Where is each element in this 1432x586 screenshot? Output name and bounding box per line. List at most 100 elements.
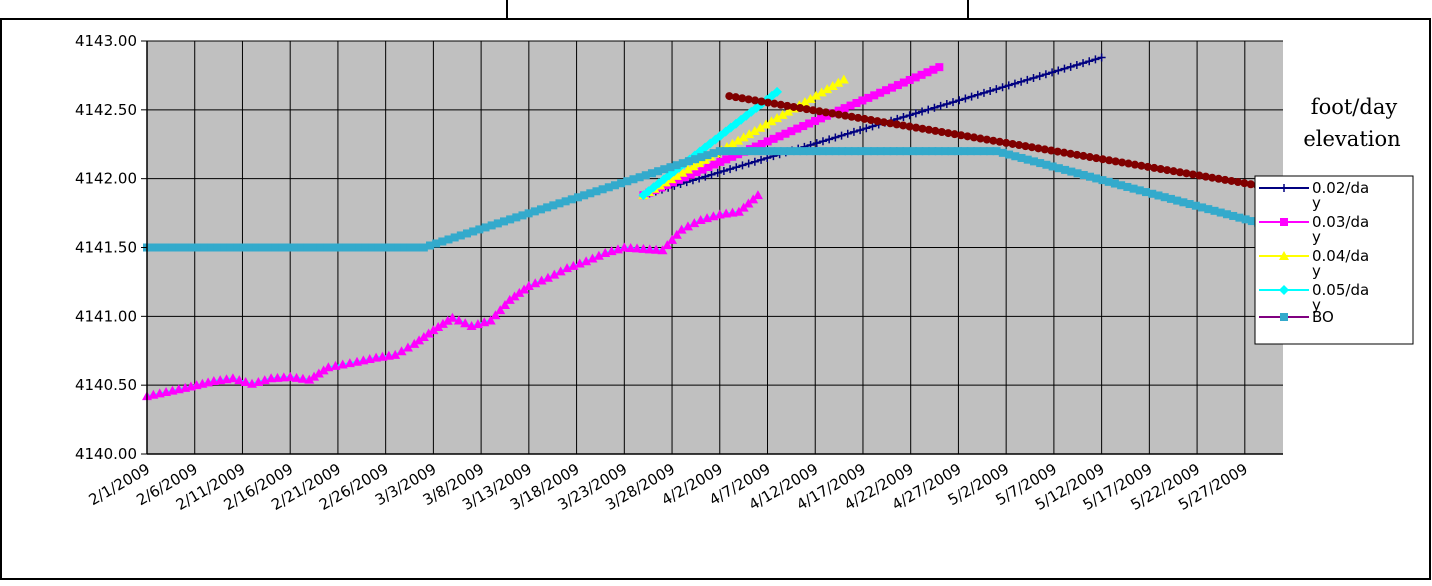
data-point <box>931 126 940 135</box>
data-point <box>162 243 171 252</box>
data-point <box>760 119 771 129</box>
data-point <box>1060 148 1069 157</box>
data-point <box>213 243 222 252</box>
data-point <box>149 243 158 252</box>
data-point <box>732 163 741 172</box>
data-point <box>487 221 496 230</box>
data-point <box>719 167 728 176</box>
data-point <box>561 197 570 206</box>
data-point <box>1173 196 1182 205</box>
data-point <box>278 243 287 252</box>
data-point <box>1182 169 1191 178</box>
data-point <box>1130 160 1139 169</box>
data-point <box>928 147 937 156</box>
data-point <box>580 191 589 200</box>
data-point <box>902 147 911 156</box>
data-point <box>811 90 822 100</box>
data-point <box>1023 155 1032 164</box>
data-point <box>586 189 595 198</box>
data-point <box>374 243 383 252</box>
data-point <box>840 104 849 113</box>
data-point <box>390 349 401 359</box>
legend-label: y <box>1312 262 1321 280</box>
data-point <box>226 243 235 252</box>
data-point <box>1241 215 1250 224</box>
data-point <box>918 124 927 133</box>
data-point <box>1221 175 1230 184</box>
data-point <box>828 109 837 118</box>
data-point <box>1150 163 1159 172</box>
data-point <box>604 183 613 192</box>
data-point <box>689 218 700 228</box>
data-point <box>812 139 821 148</box>
data-point <box>936 101 945 110</box>
data-point <box>680 173 689 182</box>
data-point <box>285 371 296 381</box>
data-point <box>667 234 678 244</box>
data-point <box>825 135 834 144</box>
data-point <box>809 106 818 115</box>
data-point <box>896 147 905 156</box>
data-point <box>887 83 896 92</box>
data-point <box>754 147 763 156</box>
data-point <box>957 131 966 140</box>
data-point <box>1034 144 1043 153</box>
data-point <box>857 147 866 156</box>
data-point <box>632 243 643 253</box>
data-point <box>838 147 847 156</box>
data-point <box>1210 206 1219 215</box>
data-point <box>992 147 1001 156</box>
data-point <box>423 328 434 338</box>
data-point <box>686 170 695 179</box>
data-point <box>802 105 811 114</box>
legend-label: 0.04/da <box>1312 247 1369 265</box>
data-point <box>912 123 921 132</box>
data-point <box>1104 177 1113 186</box>
data-point <box>432 239 441 248</box>
data-point <box>409 338 420 348</box>
data-point <box>518 211 527 220</box>
data-point <box>1143 162 1152 171</box>
data-point <box>284 243 293 252</box>
data-point <box>1111 157 1120 166</box>
data-point <box>793 147 802 156</box>
y-tick-label: 4140.50 <box>75 376 137 394</box>
data-point <box>773 147 782 156</box>
data-point <box>738 94 747 103</box>
series-6 <box>142 190 763 401</box>
data-point <box>893 81 902 90</box>
data-point <box>619 242 630 252</box>
data-point <box>924 105 933 114</box>
data-point <box>291 243 300 252</box>
data-point <box>617 179 626 188</box>
data-point <box>741 147 750 156</box>
data-point <box>854 113 863 122</box>
data-point <box>542 272 553 282</box>
data-point <box>394 243 403 252</box>
data-point <box>725 92 734 101</box>
data-point <box>986 147 995 156</box>
data-point <box>641 171 650 180</box>
data-point <box>381 243 390 252</box>
series-1 <box>639 63 944 200</box>
data-point <box>1072 60 1081 69</box>
y-tick-label: 4141.00 <box>75 307 137 325</box>
data-point <box>252 243 261 252</box>
data-point <box>530 207 539 216</box>
data-point <box>536 205 545 214</box>
data-point <box>873 117 882 126</box>
data-point <box>1054 66 1063 75</box>
data-point <box>499 217 508 226</box>
data-point <box>336 243 345 252</box>
data-point <box>852 99 861 108</box>
data-point <box>573 193 582 202</box>
data-point <box>1124 159 1133 168</box>
data-point <box>707 170 716 179</box>
data-point <box>837 131 846 140</box>
data-point <box>1214 174 1223 183</box>
data-point <box>1067 167 1076 176</box>
data-point <box>929 65 938 74</box>
data-point <box>662 240 673 250</box>
data-point <box>265 243 274 252</box>
data-point <box>549 269 560 279</box>
